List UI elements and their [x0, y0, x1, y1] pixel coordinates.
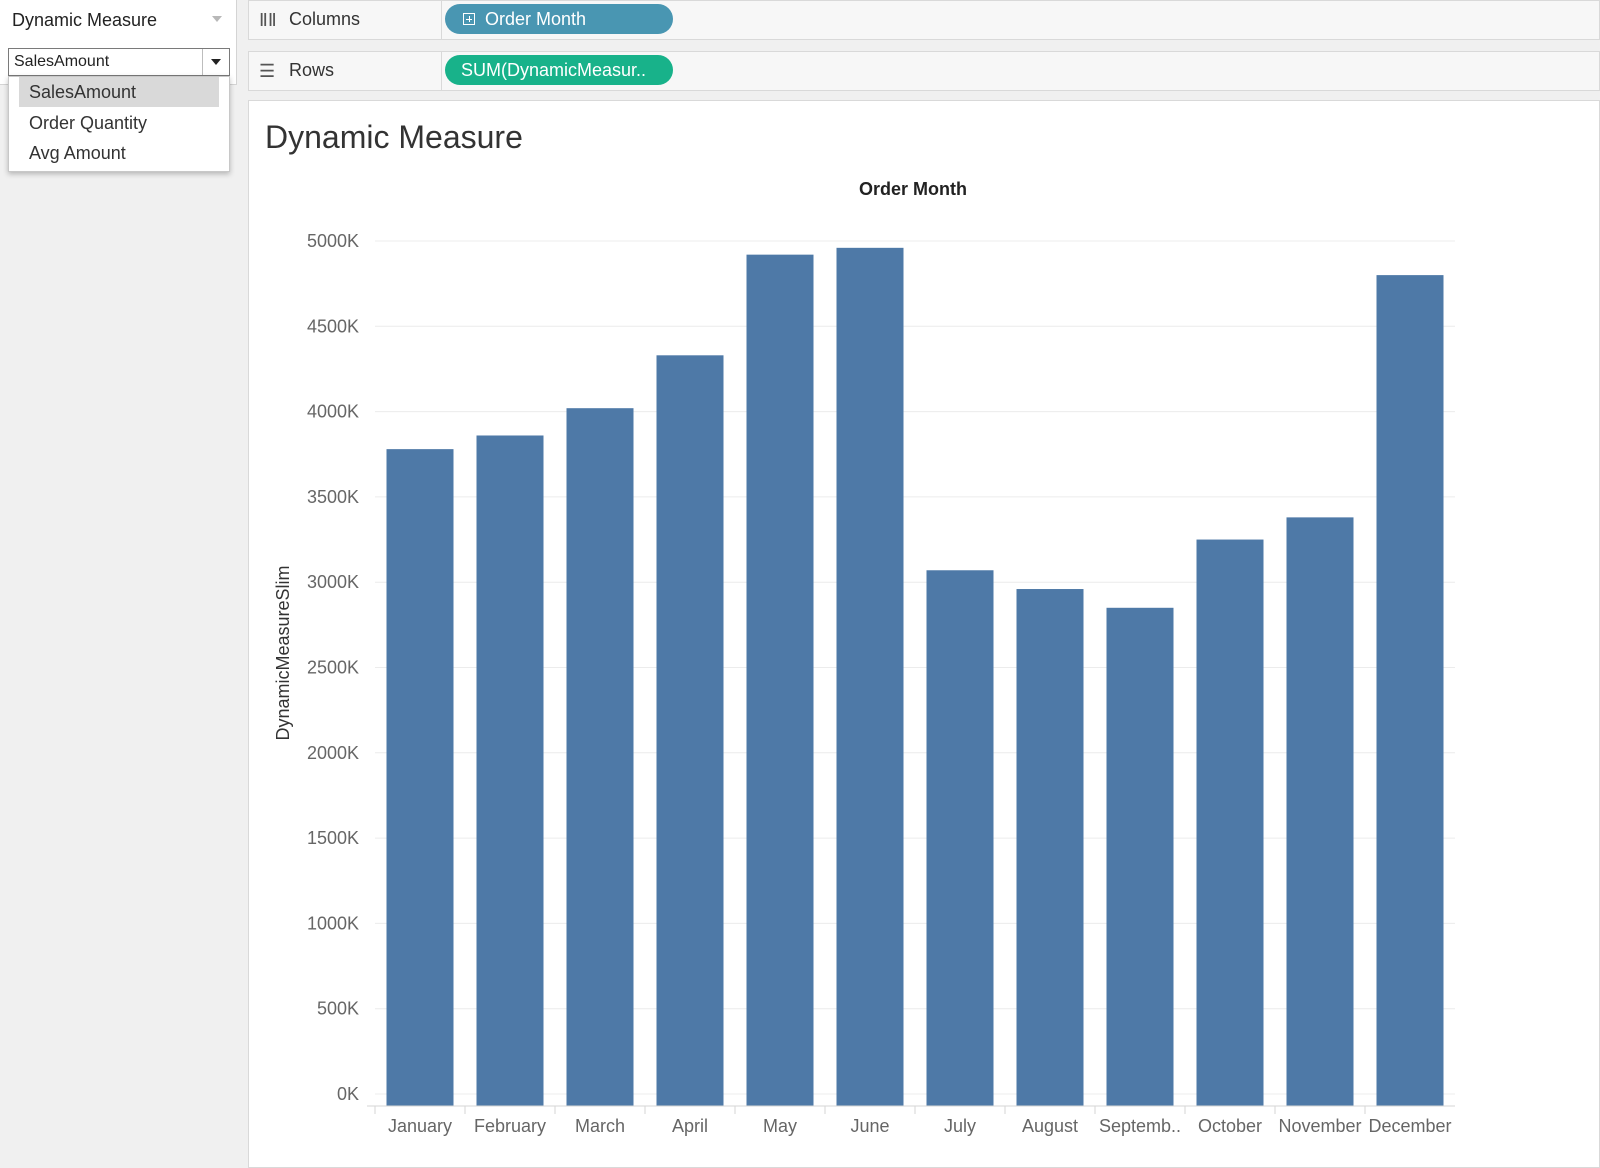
rows-icon: ☰	[259, 61, 276, 81]
y-tick-label: 2500K	[307, 658, 359, 678]
x-tick-label: March	[575, 1116, 625, 1136]
dropdown-option-order-quantity[interactable]: Order Quantity	[29, 113, 148, 133]
y-tick-label: 3000K	[307, 572, 359, 592]
dropdown-option-avg-amount[interactable]: Avg Amount	[29, 143, 126, 163]
x-tick-label: February	[474, 1116, 546, 1136]
x-tick-label: November	[1278, 1116, 1361, 1136]
bar	[746, 254, 814, 1106]
bar	[926, 570, 994, 1106]
x-tick-label: October	[1198, 1116, 1262, 1136]
y-tick-label: 1500K	[307, 828, 359, 848]
x-tick-label: January	[388, 1116, 452, 1136]
x-tick-label: June	[850, 1116, 889, 1136]
x-tick-label: Septemb..	[1099, 1116, 1181, 1136]
bar	[1016, 589, 1084, 1106]
parameter-selected-value: SalesAmount	[14, 53, 110, 70]
y-axis-title: DynamicMeasureSlim	[273, 565, 293, 740]
rows-label: Rows	[289, 60, 335, 80]
bar	[836, 247, 904, 1107]
rows-shelf-label-area: ☰ Rows	[249, 52, 442, 90]
y-tick-label: 4500K	[307, 316, 359, 336]
x-tick-label: December	[1368, 1116, 1451, 1136]
x-tick-label: April	[672, 1116, 708, 1136]
expand-icon[interactable]	[463, 13, 475, 25]
y-tick-label: 2000K	[307, 743, 359, 763]
column-header-label: Order Month	[859, 179, 967, 199]
y-tick-label: 5000K	[307, 231, 359, 251]
order-month-pill[interactable]: Order Month	[445, 4, 673, 34]
x-tick-label: May	[763, 1116, 797, 1136]
columns-icon: ⅡⅡ	[259, 10, 277, 30]
y-tick-label: 0K	[337, 1084, 359, 1104]
order-month-pill-label: Order Month	[485, 9, 587, 29]
dropdown-button[interactable]	[202, 49, 229, 75]
bar	[1286, 517, 1354, 1106]
parameter-title: Dynamic Measure	[12, 10, 158, 30]
bar	[386, 449, 454, 1107]
rows-shelf[interactable]: ☰ Rows SUM(DynamicMeasur..	[248, 51, 1600, 91]
parameter-menu-icon[interactable]	[212, 16, 222, 22]
dropdown-option-salesamount[interactable]: SalesAmount	[19, 77, 219, 107]
parameter-control: Dynamic Measure SalesAmount	[0, 0, 237, 85]
bar	[566, 408, 634, 1106]
parameter-dropdown-list: SalesAmount Order Quantity Avg Amount	[8, 76, 230, 172]
columns-label: Columns	[289, 9, 361, 29]
bar	[1376, 275, 1444, 1106]
parameter-panel: Dynamic Measure SalesAmount SalesAmount …	[0, 0, 237, 1168]
parameter-select[interactable]: SalesAmount	[8, 48, 230, 76]
x-tick-label: July	[944, 1116, 976, 1136]
y-tick-label: 500K	[317, 999, 359, 1019]
sum-dynamic-measure-pill-label: SUM(DynamicMeasur..	[461, 60, 647, 80]
x-tick-label: August	[1022, 1116, 1078, 1136]
worksheet: Order Month 0K 500K 1000K 1500K 2000K 2500K 300…	[248, 100, 1600, 1168]
bar	[656, 355, 724, 1106]
bar	[1106, 607, 1174, 1106]
y-tick-label: 4000K	[307, 402, 359, 422]
bar	[476, 435, 544, 1106]
y-tick-label: 1000K	[307, 913, 359, 933]
columns-shelf-label-area: ⅡⅡ Columns	[249, 1, 442, 39]
sum-dynamic-measure-pill[interactable]: SUM(DynamicMeasur..	[445, 55, 673, 85]
chevron-down-icon	[211, 59, 221, 65]
bar-chart: Order Month 0K 500K 1000K 1500K 2000K 2500K 300…	[273, 179, 1455, 1136]
y-tick-label: 3500K	[307, 487, 359, 507]
columns-shelf[interactable]: ⅡⅡ Columns Order Month	[248, 0, 1600, 40]
bar	[1196, 539, 1264, 1106]
sheet-title: Dynamic Measure	[265, 119, 523, 155]
